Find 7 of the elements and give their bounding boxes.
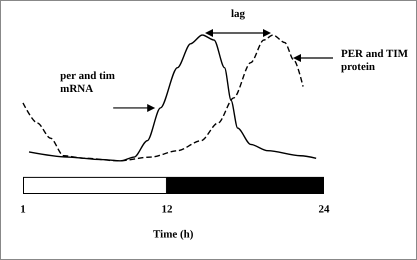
x-tick-label: 12 <box>161 204 173 216</box>
x-tick-label: 1 <box>20 204 26 216</box>
annotation: per and tim mRNA <box>60 70 116 96</box>
x-axis-title: Time (h) <box>153 228 194 240</box>
text: PER and TIM protein <box>341 48 410 74</box>
text: lag <box>230 8 246 21</box>
x-tick-label: 24 <box>318 204 330 216</box>
